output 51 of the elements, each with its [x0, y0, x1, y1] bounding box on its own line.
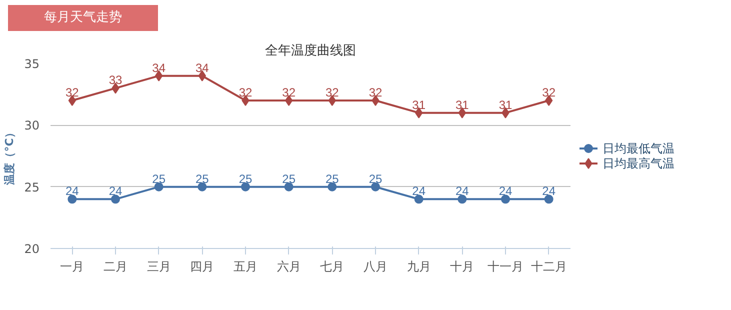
- data-label: 25: [282, 172, 296, 186]
- point: [68, 194, 77, 204]
- data-label: 32: [65, 86, 80, 100]
- data-label: 24: [65, 184, 80, 198]
- data-label: 31: [498, 98, 512, 112]
- data-label: 32: [325, 86, 340, 100]
- data-label: 32: [282, 86, 296, 100]
- y-tick-label: 20: [24, 242, 40, 256]
- data-label: 25: [195, 172, 210, 186]
- y-tick-label: 35: [24, 57, 40, 71]
- data-label: 25: [368, 172, 382, 186]
- legend-label: 日均最高气温: [602, 156, 674, 170]
- x-tick-label: 十一月: [488, 260, 524, 274]
- x-tick-label: 一月: [60, 260, 84, 274]
- point: [458, 194, 467, 204]
- x-tick-label: 十二月: [530, 260, 567, 274]
- x-tick-label: 五月: [234, 260, 258, 274]
- data-label: 25: [325, 172, 340, 186]
- data-label: 32: [238, 86, 252, 100]
- point: [414, 194, 424, 204]
- data-label: 34: [195, 60, 210, 75]
- x-tick-label: 九月: [406, 260, 431, 274]
- data-label: 31: [455, 98, 470, 112]
- data-label: 24: [455, 184, 470, 198]
- y-tick-label: 30: [24, 118, 40, 133]
- data-label: 25: [238, 172, 252, 186]
- x-tick-label: 二月: [104, 260, 128, 274]
- data-label: 24: [498, 184, 512, 198]
- x-tick-label: 四月: [190, 260, 214, 274]
- x-tick-label: 十月: [450, 260, 474, 274]
- data-label: 34: [152, 60, 166, 75]
- data-label: 32: [542, 86, 556, 100]
- x-tick-label: 三月: [146, 260, 171, 274]
- text: 每月天气走势: [44, 9, 122, 27]
- legend-label: 日均最低气温: [602, 142, 674, 156]
- data-label: 31: [412, 98, 426, 112]
- data-label: 32: [368, 86, 382, 100]
- point: [501, 194, 510, 204]
- data-label: 24: [108, 184, 122, 198]
- point: [111, 194, 120, 204]
- point: [544, 194, 554, 204]
- x-tick-label: 六月: [276, 260, 301, 274]
- data-label: 24: [412, 184, 426, 198]
- chart-title: 全年温度曲线图: [265, 42, 356, 58]
- x-tick-label: 八月: [364, 260, 388, 274]
- x-tick-label: 七月: [320, 260, 344, 274]
- data-label: 25: [152, 172, 166, 186]
- data-label: 33: [108, 73, 122, 88]
- y-tick-label: 25: [24, 180, 40, 194]
- y-axis-title: 温度（°C）: [3, 127, 16, 186]
- data-label: 24: [542, 184, 556, 198]
